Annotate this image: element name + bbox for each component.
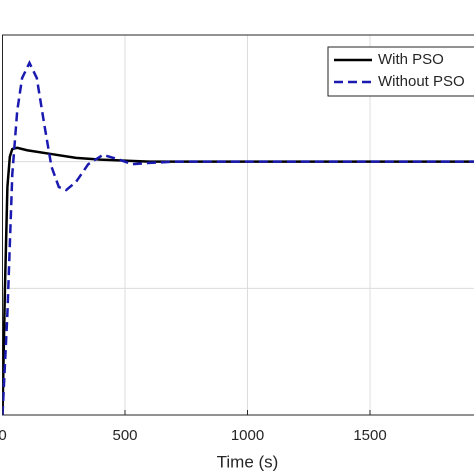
legend-label: Without PSO <box>378 73 465 90</box>
x-tick-label: 1500 <box>353 427 386 444</box>
plot-area <box>2 59 474 415</box>
legend-box <box>327 46 474 97</box>
x-tick-label: 500 <box>112 427 137 444</box>
x-tick-label: 0 <box>0 427 7 444</box>
plot-frame <box>2 34 474 416</box>
legend-label: With PSO <box>378 51 444 68</box>
x-tick-label: 1000 <box>231 427 264 444</box>
x-axis-label: Time (s) <box>217 452 279 471</box>
series-line <box>2 146 474 415</box>
series-line <box>2 59 474 415</box>
